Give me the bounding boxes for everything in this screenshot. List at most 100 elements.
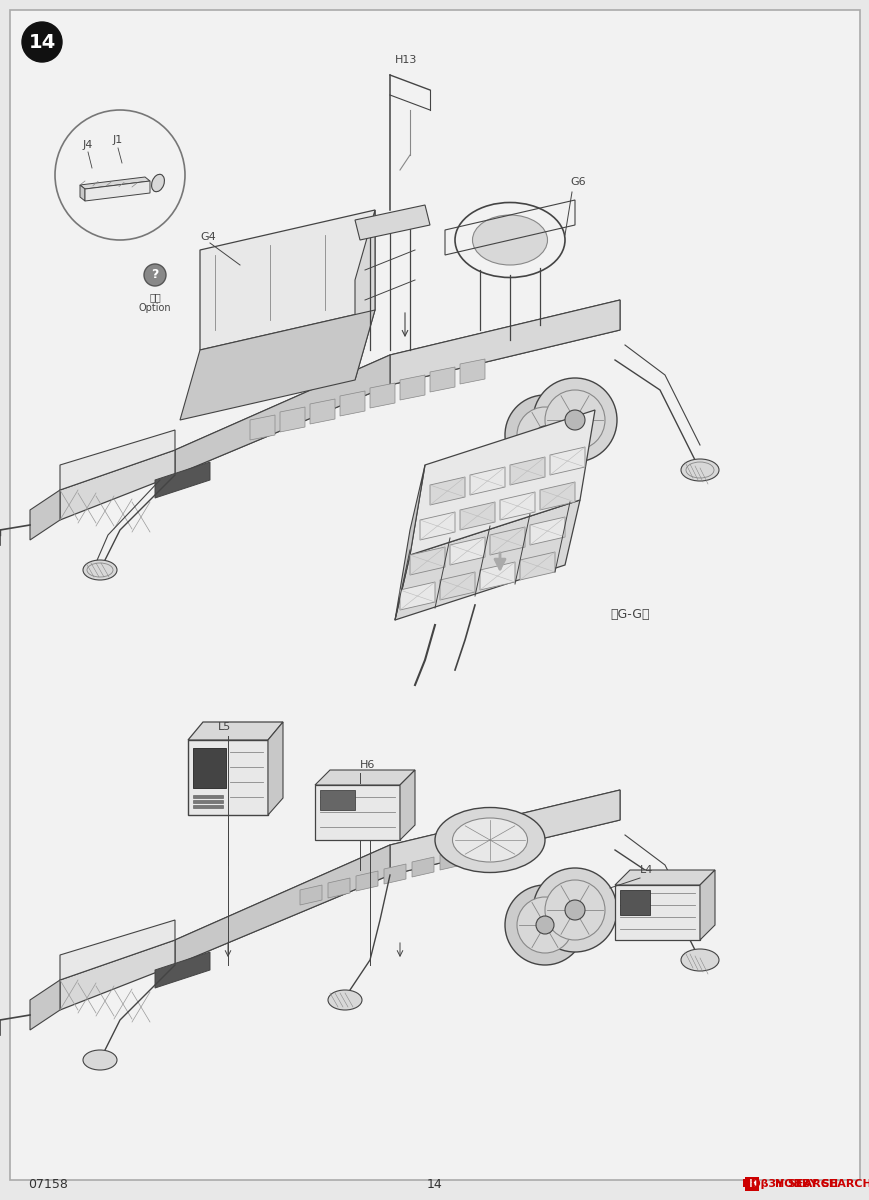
Polygon shape [193,748,226,788]
Polygon shape [60,430,175,490]
Circle shape [516,898,573,953]
Circle shape [144,264,166,286]
Polygon shape [155,462,209,498]
Circle shape [535,426,554,444]
Circle shape [544,390,604,450]
Text: G6: G6 [569,176,585,187]
Text: Option: Option [138,302,171,313]
Circle shape [533,868,616,952]
Circle shape [504,886,584,965]
Polygon shape [509,457,544,485]
Text: L5: L5 [218,722,231,732]
Ellipse shape [472,215,547,265]
Bar [744,1177,758,1190]
Polygon shape [520,552,554,580]
Polygon shape [700,870,714,940]
Text: 14: 14 [427,1178,442,1192]
Polygon shape [469,467,504,494]
Polygon shape [60,920,175,980]
Polygon shape [620,890,649,914]
Ellipse shape [151,174,164,192]
Polygon shape [175,845,389,965]
Polygon shape [193,800,222,803]
Polygon shape [412,857,434,877]
Polygon shape [30,980,60,1030]
Polygon shape [429,476,464,505]
Text: J1: J1 [113,134,123,145]
Polygon shape [340,391,365,416]
Polygon shape [193,794,222,798]
Polygon shape [249,415,275,440]
Polygon shape [315,785,400,840]
Polygon shape [420,512,454,540]
Ellipse shape [680,949,718,971]
Polygon shape [460,359,484,384]
Polygon shape [155,952,209,988]
Polygon shape [30,490,60,540]
Polygon shape [355,210,375,380]
Polygon shape [395,464,425,620]
Text: L4: L4 [640,865,653,875]
Polygon shape [549,446,584,475]
Polygon shape [280,407,305,432]
Circle shape [504,395,584,475]
Polygon shape [193,805,222,808]
Polygon shape [400,374,425,400]
Polygon shape [529,517,564,545]
Circle shape [544,880,604,940]
Polygon shape [200,210,375,350]
Polygon shape [188,722,282,740]
Polygon shape [180,310,375,420]
Polygon shape [389,790,620,875]
Circle shape [533,378,616,462]
Polygon shape [328,878,349,898]
Ellipse shape [680,458,718,481]
Polygon shape [614,886,700,940]
Polygon shape [540,482,574,510]
Text: H13: H13 [395,55,417,65]
Text: H6: H6 [360,760,375,770]
Polygon shape [383,864,406,884]
Circle shape [564,410,584,430]
Polygon shape [400,582,434,610]
Polygon shape [80,185,85,200]
Polygon shape [440,572,474,600]
Polygon shape [480,562,514,590]
Polygon shape [85,181,149,200]
Ellipse shape [434,808,544,872]
Polygon shape [500,492,534,520]
Polygon shape [395,500,580,620]
Ellipse shape [83,560,116,580]
Ellipse shape [452,818,527,862]
Polygon shape [409,410,594,554]
Polygon shape [320,790,355,810]
Polygon shape [440,850,461,870]
Text: G4: G4 [200,232,216,242]
Polygon shape [309,398,335,424]
Circle shape [535,916,554,934]
Text: 07158: 07158 [28,1178,68,1192]
Circle shape [516,407,573,463]
Polygon shape [268,722,282,815]
Text: ?: ? [151,269,158,282]
Polygon shape [400,770,415,840]
Polygon shape [369,383,395,408]
Text: HOβ3Y SEARCH: HOβ3Y SEARCH [741,1178,837,1189]
Polygon shape [489,527,524,554]
Polygon shape [429,367,454,392]
Circle shape [55,110,185,240]
Polygon shape [460,502,494,530]
Ellipse shape [328,990,362,1010]
Text: 14: 14 [29,32,56,52]
Polygon shape [449,538,484,565]
Text: H: H [747,1178,755,1189]
Polygon shape [175,300,620,475]
Polygon shape [188,740,268,815]
Polygon shape [389,300,620,385]
Circle shape [564,900,584,920]
Polygon shape [80,176,149,188]
Polygon shape [409,547,444,575]
Text: HOBBY SEARCH: HOBBY SEARCH [774,1178,869,1189]
Polygon shape [300,886,322,905]
Text: 《G-G》: 《G-G》 [609,608,649,622]
